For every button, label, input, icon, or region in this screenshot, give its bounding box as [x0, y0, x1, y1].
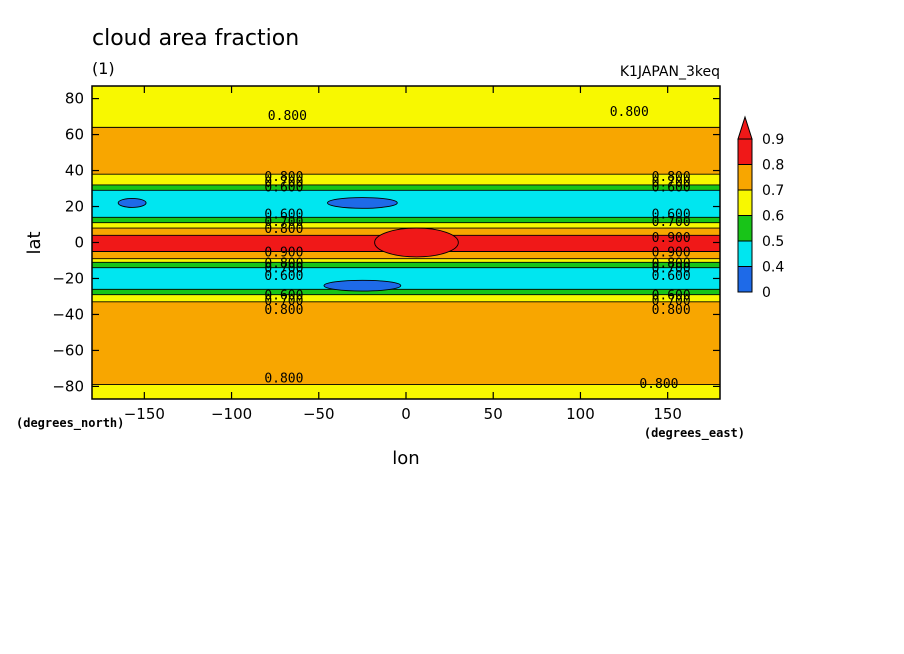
- contour-label-29: 0.800: [652, 303, 691, 318]
- zonal-band-15: [92, 301, 720, 385]
- run-label: K1JAPAN_3keq: [620, 64, 720, 80]
- y-tick-label-7: 60: [65, 126, 84, 144]
- y-tick-label-6: 40: [65, 162, 84, 180]
- contour-label-4: 0.800: [264, 170, 303, 185]
- colorbar-swatch-2: [737, 215, 753, 242]
- zonal-band-16: [92, 384, 720, 399]
- x-unit-label: (degrees_east): [644, 426, 745, 441]
- contour-label-14: 0.600: [264, 289, 303, 304]
- y-tick-label-8: 80: [65, 90, 84, 108]
- contour-label-16: 0.800: [264, 303, 303, 318]
- x-axis: −150 −100 −50 0 50 100 150: [124, 86, 682, 423]
- colorbar-swatch-5: [737, 138, 753, 165]
- contour-feature-0: [374, 227, 459, 258]
- colorbar-label-0: 0: [762, 285, 771, 301]
- zonal-band-4: [92, 190, 720, 218]
- contour-label-21: 0.700: [652, 215, 691, 230]
- x-axis-label: lon: [392, 448, 419, 469]
- chart-subtitle: (1): [92, 59, 115, 78]
- colorbar-label-1: 0.4: [762, 260, 784, 276]
- y-tick-label-5: 20: [65, 198, 84, 216]
- contour-label-12: 0.700: [264, 262, 303, 277]
- contour-label-9: 0.800: [264, 222, 303, 237]
- contour-label-17: 0.800: [652, 170, 691, 185]
- y-tick-label-3: −20: [52, 269, 84, 287]
- zonal-band-14: [92, 294, 720, 302]
- contour-label-7: 0.600: [264, 208, 303, 223]
- contour-label-25: 0.700: [652, 262, 691, 277]
- zonal-band-10: [92, 258, 720, 263]
- contour-label-19: 0.600: [652, 181, 691, 196]
- y-tick-label-0: −80: [52, 377, 84, 395]
- contour-label-18: 0.700: [652, 175, 691, 190]
- contour-label-10: 0.900: [264, 245, 303, 260]
- colorbar-label-5: 0.8: [762, 158, 784, 174]
- x-tick-label-1: −100: [211, 405, 252, 423]
- y-tick-label-1: −60: [52, 341, 84, 359]
- zonal-band-12: [92, 267, 720, 290]
- chart-title: cloud area fraction: [92, 26, 299, 51]
- contour-label-27: 0.600: [652, 289, 691, 304]
- colorbar-swatch-1: [737, 240, 753, 267]
- zonal-band-2: [92, 174, 720, 185]
- zonal-band-13: [92, 289, 720, 295]
- contour-label-23: 0.900: [652, 245, 691, 260]
- contour-feature-3: [117, 197, 147, 208]
- contour-label-3: 0.800: [639, 377, 678, 392]
- x-tick-label-4: 50: [484, 405, 503, 423]
- contour-feature-2: [323, 279, 402, 292]
- zonal-band-3: [92, 184, 720, 191]
- contour-label-22: 0.900: [652, 231, 691, 246]
- colorbar: 0 0.4 0.5 0.6 0.7 0.8 0.9: [737, 115, 784, 301]
- zonal-band-5: [92, 217, 720, 223]
- contour-label-6: 0.600: [264, 181, 303, 196]
- contour-label-20: 0.600: [652, 208, 691, 223]
- colorbar-swatch-0: [737, 266, 753, 293]
- y-tick-label-2: −40: [52, 305, 84, 323]
- y-axis: −80 −60 −40 −20 0 20 40 60 80: [52, 90, 720, 395]
- y-unit-label: (degrees_north): [16, 416, 124, 431]
- x-tick-label-3: 0: [401, 405, 411, 423]
- zonal-band-1: [92, 127, 720, 175]
- contour-label-1: 0.800: [610, 105, 649, 120]
- colorbar-label-4: 0.7: [762, 183, 784, 199]
- colorbar-label-3: 0.6: [762, 209, 784, 225]
- x-tick-label-6: 150: [653, 405, 682, 423]
- contour-label-15: 0.700: [264, 294, 303, 309]
- contour-label-11: 0.800: [264, 256, 303, 271]
- contour-label-5: 0.700: [264, 175, 303, 190]
- colorbar-swatch-3: [737, 189, 753, 216]
- contour-label-26: 0.600: [652, 269, 691, 284]
- contour-label-28: 0.700: [652, 294, 691, 309]
- contour-label-13: 0.600: [264, 269, 303, 284]
- zonal-band-6: [92, 222, 720, 229]
- y-axis-label: lat: [24, 231, 45, 254]
- contour-label-2: 0.800: [264, 371, 303, 386]
- contour-label-24: 0.800: [652, 256, 691, 271]
- contour-label-0: 0.800: [268, 109, 307, 124]
- zonal-band-11: [92, 262, 720, 268]
- colorbar-overflow-triangle: [737, 115, 753, 140]
- contour-feature-1: [327, 197, 398, 209]
- x-tick-label-0: −150: [124, 405, 165, 423]
- contour-label-8: 0.700: [264, 215, 303, 230]
- x-tick-label-2: −50: [303, 405, 335, 423]
- colorbar-label-2: 0.5: [762, 234, 784, 250]
- x-tick-label-5: 100: [566, 405, 595, 423]
- colorbar-label-6: 0.9: [762, 132, 784, 148]
- colorbar-swatch-4: [737, 164, 753, 191]
- y-tick-label-4: 0: [74, 234, 84, 252]
